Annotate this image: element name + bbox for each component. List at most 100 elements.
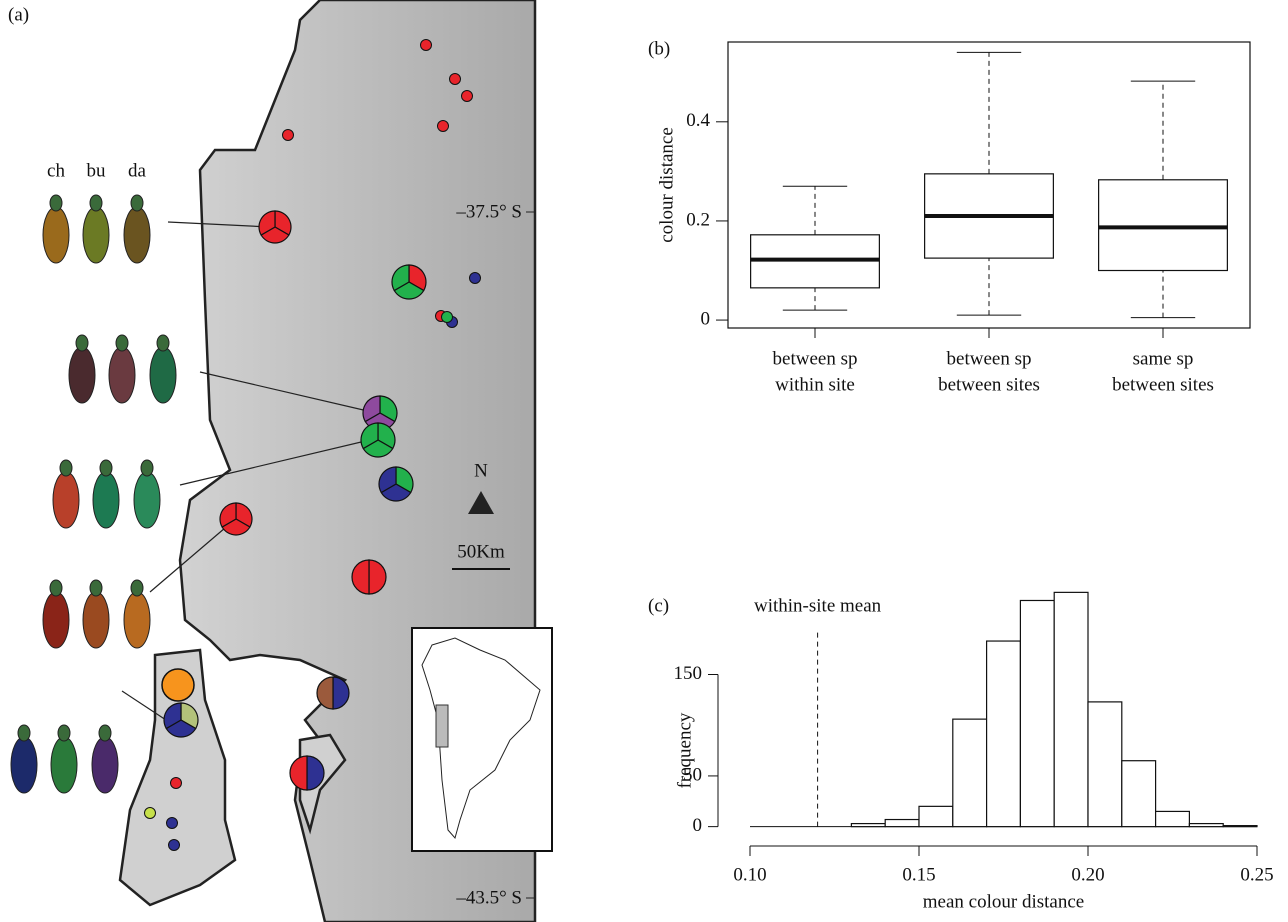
site-pie-slice [163,702,182,730]
beetle [68,346,96,404]
x-tick-label: 0.25 [1240,864,1273,885]
beetle-head [140,459,154,477]
beetle [42,591,70,649]
leader-line [149,521,233,593]
beetle [10,736,38,794]
site-pie-slice [380,483,412,502]
site-pie-slice [258,210,276,236]
histogram-bar [918,805,954,828]
site-pie-slice [362,395,381,423]
site-pie-slice [165,719,197,738]
y-axis-label: colour distance [656,127,677,243]
site-dot [461,90,473,102]
beetle [50,736,78,794]
site-pie [161,668,195,702]
north-arrow [468,491,494,514]
beetle [92,471,120,529]
beetle-head [98,724,112,742]
histogram-bar [1188,822,1224,828]
beetle [42,206,70,264]
x-tick-label: between sp [947,348,1032,369]
beetle-head [59,459,73,477]
beetle [91,736,119,794]
latitude-label: –43.5° S [455,887,522,908]
histogram-bar [1154,810,1190,828]
beetle-head [49,194,63,212]
beetle-head [57,724,71,742]
map: (a) ch bu da –37.5° S –43.5° S N 50Km [8,0,553,922]
beetle [123,206,151,264]
beetle [123,591,151,649]
histogram-bar [884,818,920,828]
scale-label: 50Km [457,541,505,562]
y-tick-label: 0.4 [686,110,710,131]
x-tick-label: 0.20 [1071,864,1104,885]
beetle-head [156,334,170,352]
histogram-bar [1019,599,1055,828]
site-pie-slice [391,264,410,292]
x-tick-label: 0.15 [902,864,935,885]
histogram-bar [1121,760,1157,828]
site-dot [441,311,453,323]
beetle-head [89,194,103,212]
site-dot [282,129,294,141]
beetle [149,346,177,404]
histogram-bar [850,822,886,828]
site-pie-slice [360,422,379,450]
histogram-bar [1087,701,1123,828]
histogram-bar [1222,825,1258,828]
beetle-label: ch [47,160,65,181]
site-dot [469,272,481,284]
latitude-label: –37.5° S [455,201,522,222]
beetle-head [17,724,31,742]
panel-label: (b) [648,38,670,59]
leader-line [121,690,167,721]
site-pie-slice [362,439,394,458]
histogram-bar [952,718,988,828]
beetle-head [99,459,113,477]
beetle-head [130,194,144,212]
beetle-head [115,334,129,352]
x-tick-label: same sp [1133,348,1194,369]
leader-line [167,221,271,228]
leader-line [179,437,379,486]
beetle-label: bu [87,160,107,181]
north-label: N [474,460,488,481]
box [1098,179,1228,272]
y-tick-label: 0 [693,815,703,836]
beetle [82,591,110,649]
beetle-label: da [128,160,147,181]
beetle-head [75,334,89,352]
x-axis-label: mean colour distance [923,891,1084,912]
y-tick-label: 150 [674,663,703,684]
y-tick-label: 0 [701,308,711,329]
site-pie-slice [219,502,237,528]
x-tick-label: between sites [1112,374,1214,395]
y-tick-label: 50 [683,764,702,785]
reference-label: within-site mean [754,595,882,616]
beetle-head [89,579,103,597]
x-tick-label: between sites [938,374,1040,395]
site-pie-slice [393,281,425,300]
histogram-bar [1053,591,1089,828]
inset [411,627,553,852]
panel-label: (a) [8,4,29,25]
y-axis-label: frequency [674,712,695,788]
beetle-head [130,579,144,597]
x-tick-label: within site [775,374,855,395]
site-dot [420,39,432,51]
beetle [82,206,110,264]
beetle [108,346,136,404]
site-dot [166,817,178,829]
site-pie-slice [332,676,350,710]
site-pie-slice [351,559,370,595]
site-pie-slice [221,518,251,536]
site-dot [170,777,182,789]
site-dot [437,120,449,132]
beetle-head [49,579,63,597]
y-tick-label: 0.2 [686,209,710,230]
site-dot [449,73,461,85]
beetle [52,471,80,529]
panel-label: (c) [648,595,669,616]
